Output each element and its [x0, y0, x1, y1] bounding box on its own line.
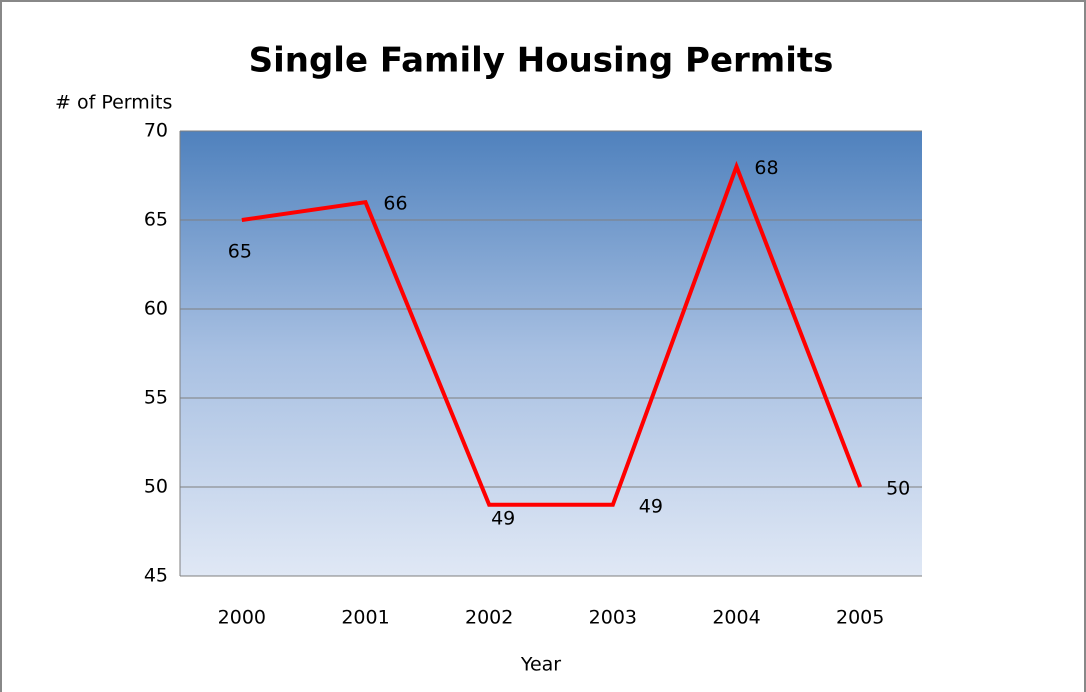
x-tick-label: 2000 [218, 607, 266, 629]
y-tick-label: 50 [144, 476, 168, 498]
x-tick-label: 2005 [836, 607, 884, 629]
x-tick-label: 2001 [341, 607, 389, 629]
x-tick-label: 2003 [589, 607, 637, 629]
chart-title: Single Family Housing Permits [249, 41, 834, 81]
data-label: 49 [491, 507, 515, 529]
y-axis-label: # of Permits [55, 92, 172, 114]
y-tick-label: 70 [144, 120, 168, 142]
data-line [241, 160, 863, 507]
y-tick-label: 55 [144, 387, 168, 409]
y-tick-label: 65 [144, 209, 168, 231]
data-label: 65 [228, 241, 252, 263]
plot-area [180, 131, 922, 576]
data-label: 50 [886, 478, 910, 500]
y-tick-label: 45 [144, 565, 168, 587]
data-label: 66 [383, 193, 407, 215]
x-axis-label: Year [520, 654, 561, 676]
data-label: 68 [754, 157, 778, 179]
x-tick-label: 2004 [712, 607, 760, 629]
data-label: 49 [639, 495, 663, 517]
y-tick-label: 60 [144, 298, 168, 320]
x-tick-label: 2002 [465, 607, 513, 629]
